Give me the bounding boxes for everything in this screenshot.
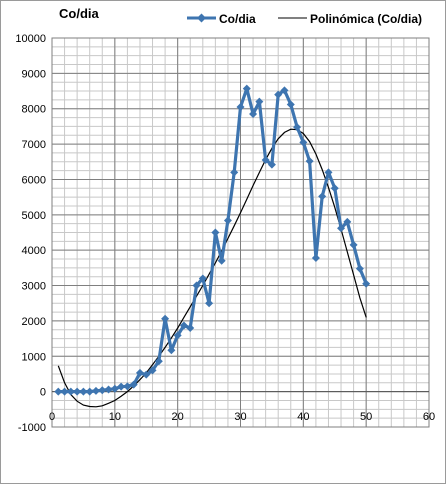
y-tick-label: 6000 — [22, 174, 46, 186]
series-co-dia-point — [60, 387, 69, 396]
series-co-dia-point — [349, 240, 358, 249]
series-co-dia-point — [337, 224, 346, 233]
series-co-dia-point — [217, 256, 226, 265]
series-co-dia-point — [318, 192, 327, 201]
series-co-dia-point — [85, 387, 94, 396]
y-tick-label: -1000 — [18, 422, 46, 434]
series-co-dia-point — [79, 387, 88, 396]
chart-title: Co/dia — [59, 6, 99, 21]
series-co-dia-point — [154, 357, 163, 366]
series-co-dia-point — [324, 168, 333, 177]
y-tick-label: 5000 — [22, 210, 46, 222]
series-co-dia-point — [362, 279, 371, 288]
series-co-dia-point — [54, 387, 63, 396]
series-co-dia-point — [186, 323, 195, 332]
series-co-dia-point — [242, 84, 251, 93]
series-co-dia-point — [129, 380, 138, 389]
y-tick-label: 4000 — [22, 245, 46, 257]
y-tick-label: 2000 — [22, 316, 46, 328]
series-co-dia-point — [148, 366, 157, 375]
series-co-dia-point — [192, 281, 201, 290]
series-co-dia-point — [249, 110, 258, 119]
series-co-dia-point — [179, 321, 188, 330]
y-tick-label: 8000 — [22, 104, 46, 116]
series-co-dia-point — [173, 331, 182, 340]
plot-area-border — [51, 37, 430, 428]
series-co-dia-point — [167, 346, 176, 355]
series-co-dia-point — [293, 123, 302, 132]
x-tick-label: 40 — [297, 411, 309, 423]
series-co-dia-point — [274, 90, 283, 99]
series-layer — [54, 84, 371, 408]
series-co-dia-point — [198, 274, 207, 283]
series-co-dia-point — [110, 384, 119, 393]
series-co-dia-point — [66, 387, 75, 396]
series-co-dia-point — [299, 138, 308, 147]
x-tick-label: 20 — [172, 411, 184, 423]
series-co-dia-point — [98, 386, 107, 395]
series-co-dia-point — [255, 97, 264, 106]
series-co-dia-point — [205, 299, 214, 308]
series-co-dia-point — [91, 386, 100, 395]
series-co-dia-point — [330, 184, 339, 193]
x-tick-label: 30 — [234, 411, 246, 423]
series-co-dia-point — [267, 160, 276, 169]
series-co-dia-point — [305, 157, 314, 166]
series-co-dia-point — [104, 385, 113, 394]
legend-series-1-label: Co/dia — [219, 12, 256, 26]
series-co-dia-point — [123, 382, 132, 391]
x-tick-label: 10 — [109, 411, 121, 423]
y-tick-label: 1000 — [22, 351, 46, 363]
series-co-dia-point — [161, 314, 170, 323]
series-co-dia-point — [117, 382, 126, 391]
legend-series-2-label: Polinómica (Co/dia) — [310, 12, 422, 26]
legend: Co/dia Polinómica (Co/dia) — [187, 12, 422, 26]
series-co-dia-line — [58, 86, 368, 394]
series-co-dia-point — [286, 100, 295, 109]
y-tick-labels: -1000 0 1000 2000 3000 4000 5000 6000 7000 8000 90… — [15, 33, 46, 434]
x-tick-label: 50 — [360, 411, 372, 423]
x-tick-label: 0 — [49, 411, 55, 423]
series-co-dia-point — [280, 86, 289, 95]
series-co-dia-point — [343, 217, 352, 226]
legend-series-1-marker-icon — [197, 13, 206, 23]
series-co-dia-point — [311, 253, 320, 262]
series-co-dia-point — [135, 368, 144, 377]
x-tick-labels: 0 10 20 30 40 50 60 — [49, 411, 435, 423]
x-tick-label: 60 — [423, 411, 435, 423]
series-co-dia-point — [236, 102, 245, 111]
series-co-dia-point — [223, 216, 232, 225]
y-tick-label: 3000 — [22, 281, 46, 293]
y-tick-label: 7000 — [22, 139, 46, 151]
series-co-dia-point — [261, 156, 270, 165]
series-co-dia-point — [142, 370, 151, 379]
series-co-dia-point — [355, 264, 364, 273]
y-tick-label: 9000 — [22, 68, 46, 80]
series-co-dia-point — [211, 228, 220, 237]
series-co-dia-point — [73, 387, 82, 396]
y-tick-label: 10000 — [15, 33, 46, 45]
y-tick-label: 0 — [40, 387, 46, 399]
series-co-dia-point — [230, 168, 239, 177]
